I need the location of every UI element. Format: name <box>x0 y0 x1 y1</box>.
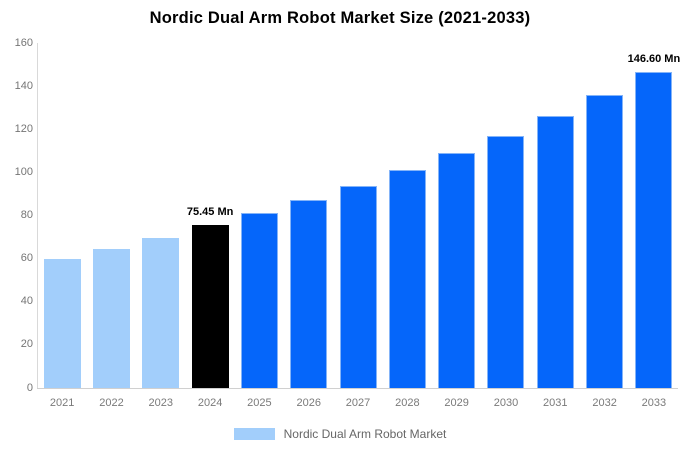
bar-slot-2032 <box>580 43 629 388</box>
bar-2029[interactable] <box>438 153 476 388</box>
y-tick-label-160: 160 <box>14 36 33 49</box>
legend-item-nordic-dual-arm-robot-market[interactable]: Nordic Dual Arm Robot Market <box>233 427 447 441</box>
bar-slot-2025 <box>235 43 284 388</box>
bar-value-label-2033: 146.60 Mn <box>627 52 680 65</box>
bar-2027[interactable] <box>339 185 377 388</box>
y-tick-label-60: 60 <box>20 252 33 265</box>
bar-value-label-2024: 75.45 Mn <box>186 206 234 219</box>
bar-2031[interactable] <box>536 116 574 388</box>
bar-2030[interactable] <box>487 135 525 388</box>
y-tick-label-120: 120 <box>14 122 33 135</box>
bar-2023[interactable] <box>142 238 180 388</box>
x-tick-label-2027: 2027 <box>345 397 371 409</box>
x-tick-label-2028: 2028 <box>395 397 420 409</box>
x-tick-label-2025: 2025 <box>247 397 272 409</box>
legend-label: Nordic Dual Arm Robot Market <box>283 427 447 441</box>
bar-2025[interactable] <box>240 213 278 388</box>
x-axis: 2021 2022 2023 2024 2025 2026 2027 2028 2029 2030… <box>38 397 679 409</box>
bar-2032[interactable] <box>586 94 624 388</box>
legend-swatch-icon <box>233 428 275 440</box>
bar-2024[interactable] <box>191 225 229 388</box>
x-tick-label-2029: 2029 <box>444 397 469 409</box>
x-tick-label-2022: 2022 <box>99 397 124 409</box>
y-tick-label-100: 100 <box>14 165 33 178</box>
x-axis-line <box>37 388 678 389</box>
x-tick-label-2021: 2021 <box>49 397 75 409</box>
bar-2028[interactable] <box>388 170 426 388</box>
bar-slot-2022 <box>87 43 136 388</box>
bar-2033[interactable] <box>635 71 673 388</box>
y-tick-label-0: 0 <box>26 381 33 394</box>
x-tick-label-2032: 2032 <box>592 397 617 409</box>
y-tick-label-80: 80 <box>20 209 33 221</box>
bar-2022[interactable] <box>92 248 130 388</box>
bar-slot-2021 <box>38 43 87 388</box>
bar-slot-2026 <box>284 43 333 388</box>
x-tick-label-2024: 2024 <box>197 397 223 409</box>
chart-title: Nordic Dual Arm Robot Market Size (2021-… <box>149 9 531 27</box>
legend: Nordic Dual Arm Robot Market <box>0 427 680 441</box>
bar-slot-2029 <box>432 43 481 388</box>
bar-slot-2030 <box>481 43 530 388</box>
x-tick-label-2033: 2033 <box>641 397 667 409</box>
bar-slot-2024: 75.45 Mn <box>185 43 234 388</box>
y-axis: 0 20 40 60 80 100 120 140 160 <box>0 0 33 450</box>
y-tick-label-40: 40 <box>20 295 33 308</box>
bar-slot-2028 <box>383 43 432 388</box>
bar-slot-2031 <box>531 43 580 388</box>
bar-2021[interactable] <box>43 258 81 388</box>
y-axis-line <box>37 43 38 388</box>
x-tick-label-2031: 2031 <box>543 397 568 409</box>
y-tick-label-20: 20 <box>20 338 33 351</box>
x-tick-label-2030: 2030 <box>493 397 519 409</box>
x-tick-label-2026: 2026 <box>296 397 321 409</box>
bar-slot-2033: 146.60 Mn <box>627 43 680 388</box>
bar-slot-2027 <box>333 43 382 388</box>
bar-slot-2023 <box>136 43 185 388</box>
bar-2026[interactable] <box>290 200 328 388</box>
x-tick-label-2023: 2023 <box>148 397 174 409</box>
plot-area: 75.45 Mn 146.60 Mn <box>38 43 680 388</box>
y-tick-label-140: 140 <box>14 79 33 92</box>
